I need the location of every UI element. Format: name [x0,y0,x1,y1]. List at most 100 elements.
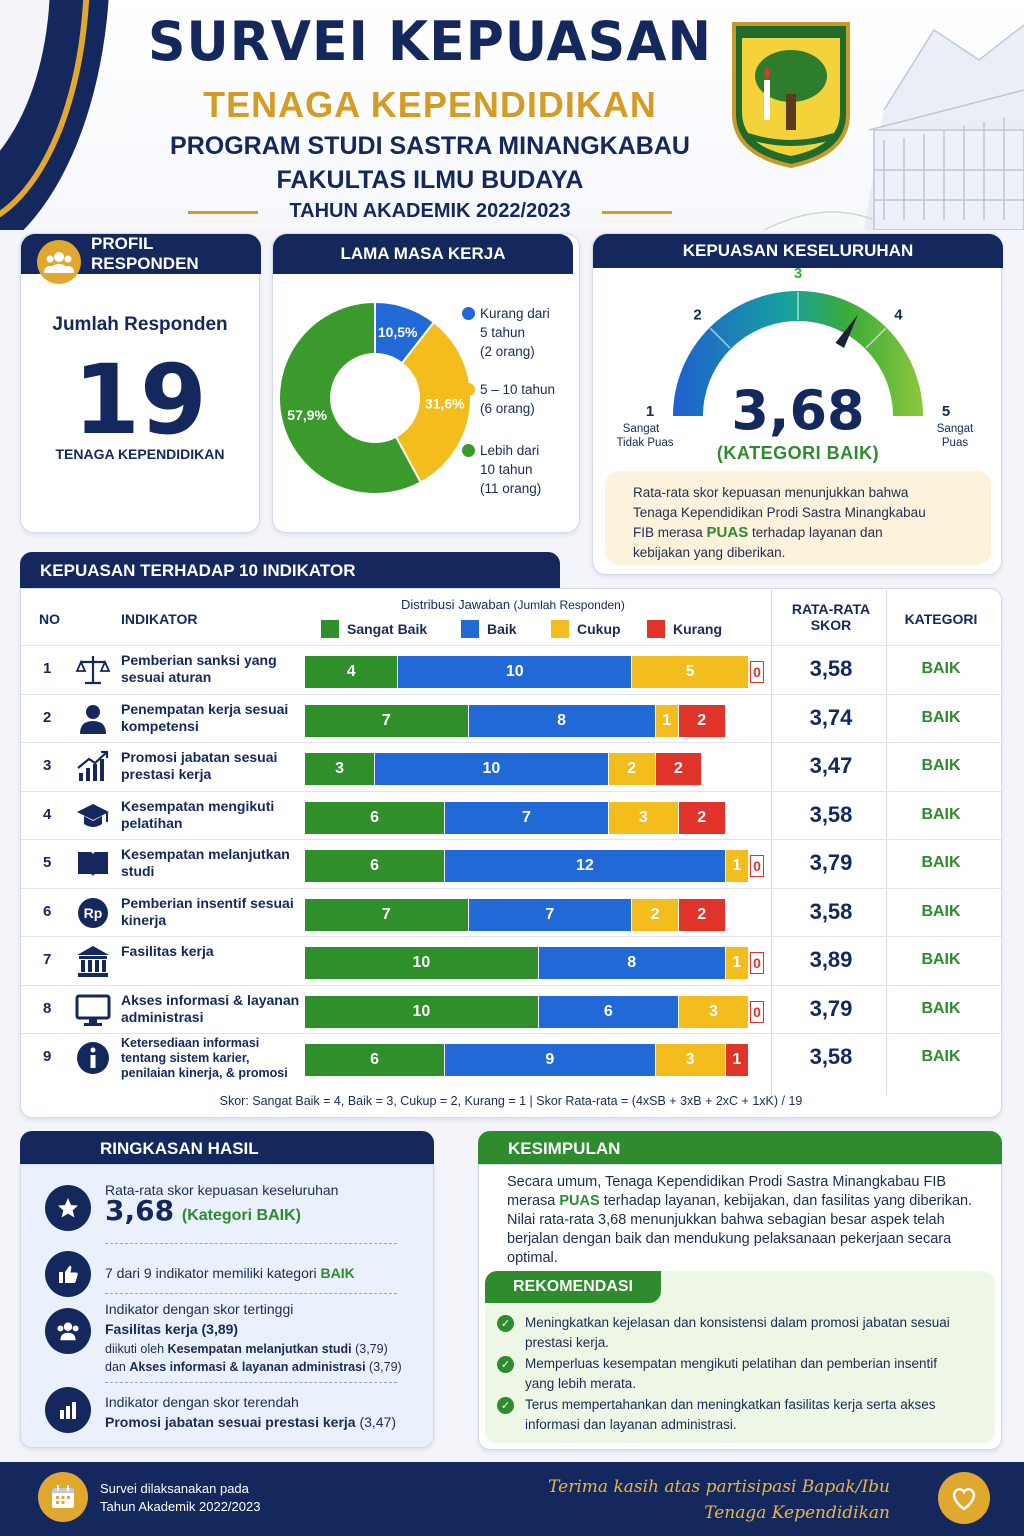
overall-category: (KATEGORI BAIK) [716,443,880,463]
note-line: Rata-rata skor kepuasan menunjukkan bahw… [633,485,909,500]
row-number: 6 [43,902,52,920]
legend-item-over-10: Lebih dari 10 tahun (11 orang) [462,441,542,498]
low-label: Sangat [623,423,660,435]
legend-text: Cukup [577,621,621,637]
bar-segment-k: 2 [678,801,725,834]
bar-segment-b: 7 [445,801,608,834]
note-line: FIB merasa PUAS terhadap layanan dan [633,523,975,543]
column-divider [771,589,772,1095]
book-icon [75,846,111,882]
col-kategori: KATEGORI [904,611,978,627]
legend-text: (11 orang) [480,481,542,496]
people-icon [37,240,81,284]
bar-segment-k: 0 [750,661,764,683]
bar-segment-sb: 6 [305,850,445,882]
row-number: 3 [43,757,52,774]
col-no: NO [39,611,60,627]
kesimpulan-part: Secara umum, Tenaga Kependidikan Prodi S… [507,1174,947,1209]
academic-year: TAHUN AKADEMIK 2022/2023 [289,200,571,222]
bar-segment-c: 3 [655,1044,725,1076]
legend-text: (2 orang) [480,344,535,359]
category-label: BAIK [921,1048,961,1065]
gauge-scale-label: 4 [894,307,903,324]
indikator-name: Pemberian sanksi yang sesuai aturan [121,652,277,685]
faculty-name: FAKULTAS ILMU BUDAYA [276,166,584,194]
indikator-row: 5 Kesempatan melanjutkan studi 6 12 1 0 3,79 BA… [21,839,1001,887]
donut-slice [278,300,423,495]
average-score: 3,58 [809,656,853,681]
row-number: 8 [43,999,52,1017]
third-indicator: dan Akses informasi & layanan administra… [105,1358,402,1377]
svg-text:Rp: Rp [84,905,103,921]
bar-chart-icon [45,1387,91,1433]
indikator-name: Akses informasi & layanan administrasi [121,991,300,1025]
summary-score: 3,68 [105,1194,175,1227]
overall-score: 3,68 [731,379,865,442]
lowest-indicator: Promosi jabatan sesuai prestasi kerja (3… [105,1413,396,1432]
graduation-cap-icon [75,798,111,834]
kesimpulan-title: KESIMPULAN [478,1131,1002,1167]
page-title: SURVEI KEPUASAN [148,10,712,74]
indikator-row: 4 Kesempatan mengikuti pelatihan 6 7 3 2 3,58 B… [21,790,1001,839]
thank-you-message: Terima kasih atas partisipasi Bapak/Ibu … [548,1474,890,1526]
baik-count-summary: 7 dari 9 indikator memiliki kategori BAI… [105,1264,355,1283]
category-label: BAIK [921,708,961,726]
summary-text: dan [105,1360,130,1374]
distribution-bar: 6 12 1 0 [305,850,764,882]
row-number: 4 [43,805,52,823]
kesimpulan-text: Secara umum, Tenaga Kependidikan Prodi S… [507,1173,977,1268]
legend-item-5-10: 5 – 10 tahun (6 orang) [462,380,555,418]
monitor-icon [75,992,111,1028]
bar-segment-sb: 7 [305,898,468,931]
bar-segment-c: 3 [678,995,748,1028]
average-score: 3,79 [809,995,853,1021]
bar-segment-c: 2 [632,898,678,931]
ringkasan-card: Rata-rata skor kepuasan keseluruhan 3,68… [20,1164,434,1448]
separator [105,1243,397,1244]
indikator-row: 6 Rp Pemberian insentif sesuai kinerja 7 7 2 2… [21,887,1001,936]
kepuasan-note: Rata-rata skor kepuasan menunjukkan bahw… [605,471,991,565]
kepuasan-keseluruhan-card: KEPUASAN KESELURUHAN 1 2 3 4 5 Sangat Tidak … [592,233,1003,575]
kesimpulan-part: terhadap layanan, kebijakan, dan fasilit… [507,1193,973,1266]
bar-segment-sb: 7 [305,704,468,737]
indikator-row: 3 Promosi jabatan sesuai prestasi kerja 3 1… [21,742,1001,790]
legend-item-under-5: Kurang dari 5 tahun (2 orang) [462,304,550,361]
indikator-name: Ketersediaan informasi tentang sistem ka… [121,1036,288,1080]
separator [105,1293,397,1294]
row-number: 2 [43,708,52,726]
university-logo-icon [732,22,850,169]
gauge-scale-label: 1 [646,403,654,420]
legend-text: Lebih dari [480,443,540,458]
bar-segment-sb: 10 [305,995,538,1028]
bar-segment-b: 10 [375,753,608,785]
donut-slice [394,320,472,484]
category-label: BAIK [921,999,961,1017]
people-icon [45,1308,91,1354]
puas-highlight: PUAS [559,1193,600,1209]
distribution-bar: 10 6 3 0 [305,995,764,1028]
legend-dot-green [462,444,475,457]
bar-segment-c: 1 [725,850,748,882]
footer: Survei dilaksanakan pada Tahun Akademik … [0,1462,1024,1536]
divider-left [188,211,258,214]
rekomendasi-item: ✓ Meningkatkan kejelasan dan konsistensi … [497,1313,965,1353]
baik-highlight: BAIK [320,1265,355,1281]
lowest-indicator-label: Indikator dengan skor terendah [105,1394,299,1410]
legend-sangat-baik: Sangat Baik [321,620,427,638]
average-score: 3,89 [809,947,853,972]
average-score: 3,58 [809,1044,853,1069]
header: SURVEI KEPUASAN TENAGA KEPENDIDIKAN PROG… [0,0,1024,230]
kesimpulan-card: Secara umum, Tenaga Kependidikan Prodi S… [478,1164,1002,1450]
indikator-name: Kesempatan mengikuti pelatihan [121,797,275,831]
indikator-table: NO INDIKATOR Distribusi Jawaban (Jumlah … [20,588,1002,1118]
distribution-bar: 10 8 1 0 [305,947,764,979]
rupiah-icon: Rp [75,895,111,931]
legend-dot-blue [462,307,475,320]
indikator-row: 7 Fasilitas kerja 10 8 1 0 3,89 BAIK [21,936,1001,984]
page-subtitle: TENAGA KEPENDIDIKAN [203,84,657,125]
indikator-name: Penempatan kerja sesuai kompetensi [121,700,289,734]
indikator-name: Pemberian insentif sesuai kinerja [121,894,294,928]
